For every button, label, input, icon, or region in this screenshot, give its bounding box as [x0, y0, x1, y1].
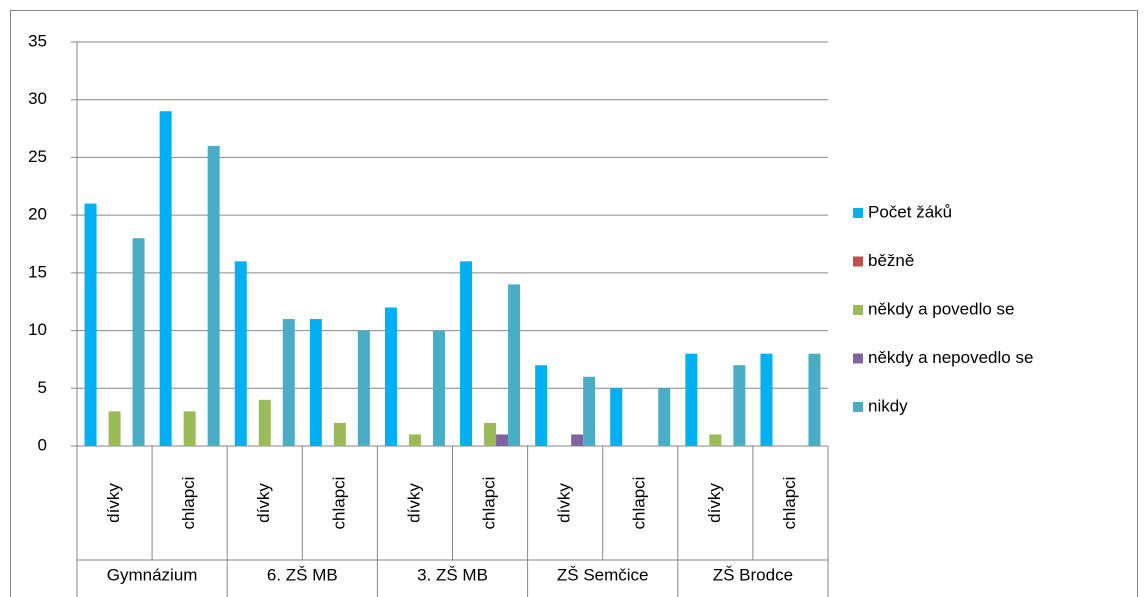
- bar: [432, 330, 445, 446]
- bar: [333, 422, 346, 446]
- bar: [685, 353, 698, 446]
- bar: [84, 203, 97, 446]
- group-label: ZŠ Semčice: [557, 565, 649, 584]
- bar: [709, 434, 722, 446]
- x-tick-label: chlapci: [630, 477, 649, 530]
- legend-swatch: [853, 256, 863, 267]
- y-tick-label: 5: [38, 378, 47, 397]
- legend-label: běžně: [868, 251, 914, 270]
- bar: [258, 399, 271, 446]
- legend-label: Počet žáků: [868, 202, 952, 221]
- bar: [460, 261, 473, 446]
- x-tick-label: dívky: [555, 483, 574, 523]
- x-tick-label: dívky: [254, 483, 273, 523]
- bar: [733, 365, 746, 446]
- x-tick-label: chlapci: [480, 477, 499, 530]
- bar: [309, 319, 322, 446]
- bar: [234, 261, 247, 446]
- group-label: ZŠ Brodce: [713, 565, 793, 584]
- chart-border: [10, 10, 1138, 597]
- bar: [496, 434, 509, 446]
- legend-label: někdy a nepovedlo se: [868, 348, 1033, 367]
- x-tick-label: dívky: [104, 483, 123, 523]
- legend-swatch: [853, 208, 863, 218]
- legend-label: někdy a povedlo se: [868, 299, 1015, 318]
- x-tick-label: chlapci: [780, 477, 799, 530]
- legend-swatch: [853, 353, 863, 364]
- y-tick-label: 10: [28, 320, 47, 339]
- legend-swatch: [853, 402, 863, 412]
- x-tick-label: chlapci: [329, 477, 348, 530]
- bar: [760, 353, 773, 446]
- bar: [132, 238, 145, 446]
- bar: [183, 411, 196, 446]
- bar: [282, 319, 295, 446]
- x-tick-label: chlapci: [179, 477, 198, 530]
- y-tick-label: 15: [28, 262, 47, 281]
- y-tick-label: 35: [28, 31, 47, 50]
- y-tick-label: 30: [28, 89, 47, 108]
- bar: [808, 353, 821, 446]
- group-label: 3. ZŠ MB: [417, 565, 488, 584]
- bar: [384, 307, 397, 446]
- y-tick-label: 0: [38, 435, 47, 454]
- bar: [508, 284, 521, 446]
- y-tick-label: 20: [28, 205, 47, 224]
- bar: [108, 411, 121, 446]
- group-label: Gymnázium: [107, 565, 198, 584]
- y-tick-label: 25: [28, 147, 47, 166]
- bar: [207, 145, 220, 446]
- bar: [408, 434, 421, 446]
- bar: [159, 111, 172, 446]
- bar: [484, 422, 497, 446]
- x-tick-label: dívky: [404, 483, 423, 523]
- legend-label: nikdy: [868, 396, 908, 415]
- bar: [658, 388, 671, 446]
- group-label: 6. ZŠ MB: [267, 565, 338, 584]
- legend-swatch: [853, 305, 863, 315]
- x-tick-label: dívky: [705, 483, 724, 523]
- bar: [610, 388, 623, 446]
- bar: [571, 434, 584, 446]
- bar: [535, 365, 548, 446]
- bar: [583, 376, 596, 446]
- bar: [357, 330, 370, 446]
